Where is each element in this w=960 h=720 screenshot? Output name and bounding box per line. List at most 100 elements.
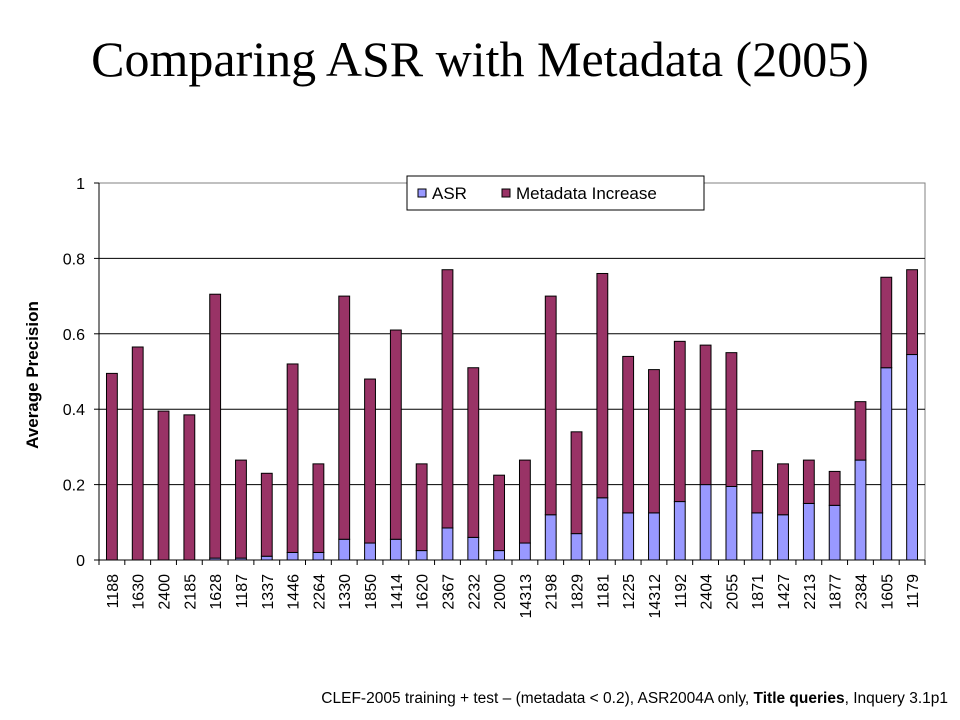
y-tick-label: 0.2 (63, 478, 85, 495)
y-tick-label: 1 (76, 176, 85, 193)
bar-metadata-increase-1427 (777, 463, 789, 516)
bar-asr-1330 (338, 538, 351, 561)
x-tick-labels: 1188 1630 2400 2185 1628 1187 1337 1446 2264 1330… (105, 574, 922, 619)
bar-metadata-increase-2000 (493, 474, 506, 552)
footnote-part: Title queries (753, 690, 845, 707)
x-tick-label: 14313 (518, 574, 535, 619)
bar-asr-14312 (648, 512, 660, 561)
bar-asr-1414 (389, 538, 402, 561)
bar-metadata-increase-1628 (209, 293, 222, 559)
x-tick-label: 1871 (750, 574, 767, 610)
x-tick-label: 2400 (157, 574, 174, 610)
bar-asr-1871 (751, 512, 764, 561)
bar-metadata-increase-1414 (389, 329, 402, 540)
x-tick-label: 1330 (337, 574, 354, 610)
bar-asr-1877 (828, 504, 841, 561)
bar-metadata-increase-1850 (364, 378, 376, 544)
x-tick-label: 1829 (570, 574, 587, 610)
x-tick-label: 1446 (286, 574, 303, 610)
legend-label-asr: ASR (432, 184, 467, 203)
bar-metadata-increase-2232 (467, 367, 480, 538)
legend-box (406, 175, 705, 211)
x-tick-label: 2055 (724, 574, 741, 610)
bar-asr-2404 (699, 484, 712, 561)
bar-asr-1427 (777, 514, 789, 561)
bar-metadata-increase-2185 (183, 414, 196, 561)
bar-metadata-increase-1179 (906, 269, 919, 356)
y-tick-label: 0 (76, 553, 85, 570)
x-tick-label: 1337 (260, 574, 277, 610)
footnote-part: CLEF-2005 training + test – (metadata < … (321, 690, 754, 707)
bar-metadata-increase-1187 (235, 459, 247, 559)
x-tick-label: 2185 (182, 574, 199, 610)
x-tick-label: 1414 (389, 574, 406, 610)
x-tick-label: 1628 (208, 574, 225, 610)
bar-asr-1192 (673, 501, 686, 561)
bar-asr-2198 (544, 514, 557, 561)
bar-asr-2384 (854, 459, 867, 561)
legend-swatch-metadata (501, 188, 511, 198)
x-tick-label: 2000 (492, 574, 509, 610)
bar-metadata-increase-2198 (544, 295, 557, 516)
plot-area (98, 182, 926, 561)
x-tick-label: 2384 (853, 574, 870, 610)
bar-metadata-increase-1192 (673, 340, 686, 503)
bar-metadata-increase-2404 (699, 344, 712, 486)
x-tick-label: 1427 (776, 574, 793, 610)
bar-asr-1446 (286, 551, 299, 561)
legend-swatch-asr (417, 188, 427, 198)
bar-metadata-increase-1620 (415, 463, 428, 552)
x-tick-label: 1179 (905, 574, 922, 609)
bar-asr-1181 (596, 497, 609, 561)
footnote: CLEF-2005 training + test – (metadata < … (321, 690, 948, 708)
bar-asr-2367 (441, 527, 454, 561)
bar-metadata-increase-1446 (286, 363, 299, 553)
y-tick-label: 0.4 (63, 402, 85, 419)
bar-asr-14313 (518, 542, 531, 561)
x-tick-label: 1850 (363, 574, 380, 610)
x-tick-label: 2198 (544, 574, 561, 610)
legend: ASR Metadata Increase (406, 175, 705, 211)
y-tick-labels: 0 0.2 0.4 0.6 0.8 1 (63, 176, 85, 570)
y-tick-label: 0.8 (63, 251, 85, 268)
x-tick-label: 2404 (699, 574, 716, 610)
x-tick-label: 1620 (415, 574, 432, 610)
bar-asr-1179 (906, 354, 919, 561)
bar-asr-2000 (493, 550, 506, 561)
x-tick-label: 1605 (879, 574, 896, 610)
bar-metadata-increase-1225 (622, 355, 635, 514)
bar-asr-1829 (570, 533, 583, 561)
bar-metadata-increase-2264 (312, 463, 325, 553)
x-tick-label: 1181 (595, 574, 612, 609)
x-tick-label: 1187 (234, 574, 251, 609)
x-tick-label: 1877 (828, 574, 845, 610)
legend-label-metadata: Metadata Increase (516, 184, 657, 203)
bar-metadata-increase-2213 (802, 459, 815, 504)
footnote-part: , Inquery 3.1p1 (844, 690, 948, 707)
bar-metadata-increase-1181 (596, 272, 609, 499)
bar-asr-2264 (312, 551, 325, 561)
bar-metadata-increase-1337 (260, 472, 273, 557)
bars-group (105, 269, 919, 561)
x-tick-label: 1225 (621, 574, 638, 610)
bar-asr-1337 (260, 555, 273, 561)
bar-asr-1620 (415, 550, 428, 561)
x-tick-label: 2264 (311, 574, 328, 610)
x-tick-label: 1192 (673, 574, 690, 609)
bar-asr-1225 (622, 512, 635, 561)
bar-metadata-increase-14313 (518, 459, 531, 544)
bar-metadata-increase-1188 (105, 372, 118, 561)
slide-title: Comparing ASR with Metadata (2005) (91, 31, 869, 87)
x-tick-label: 2213 (802, 574, 819, 610)
bar-asr-2232 (467, 536, 480, 561)
bar-metadata-increase-1877 (828, 470, 841, 506)
bar-asr-1850 (364, 542, 376, 561)
x-tick-label: 2232 (466, 574, 483, 610)
y-axis-label: Average Precision (23, 301, 42, 449)
x-tick-label: 2367 (440, 574, 457, 610)
x-tick-label: 1630 (131, 574, 148, 610)
bar-metadata-increase-1829 (570, 431, 583, 535)
bar-metadata-increase-1871 (751, 450, 764, 514)
y-tick-label: 0.6 (63, 327, 85, 344)
